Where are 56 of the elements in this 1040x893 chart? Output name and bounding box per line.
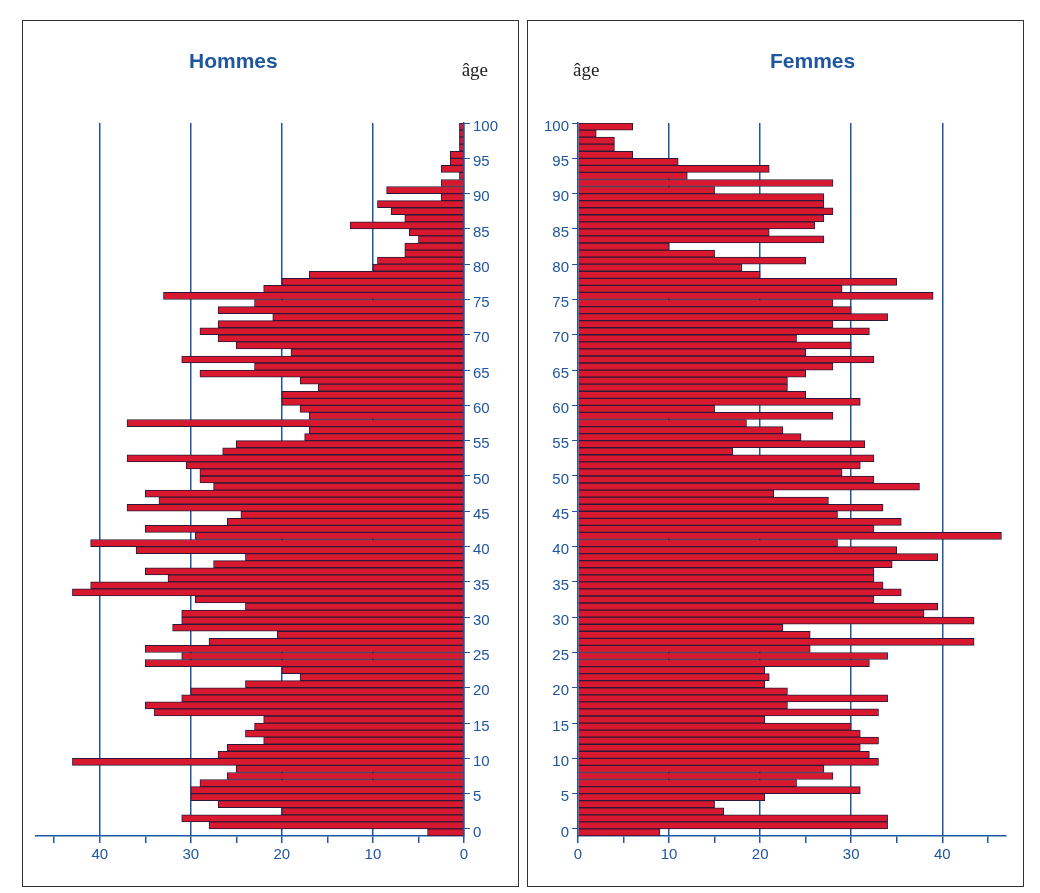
- y-tick-label: 90: [552, 187, 570, 205]
- chart-title: Femmes: [769, 49, 857, 73]
- y-tick-label: 40: [552, 540, 570, 558]
- x-tick-label: 30: [182, 845, 200, 863]
- y-tick-label: 70: [472, 328, 490, 346]
- y-axis-title: âge: [573, 59, 600, 81]
- x-tick-label: 40: [933, 845, 951, 863]
- x-tick-label: 40: [91, 845, 109, 863]
- y-tick-label: 50: [552, 469, 570, 487]
- y-tick-label: 100: [544, 116, 570, 134]
- y-tick-label: 35: [552, 575, 570, 593]
- y-tick-label: 55: [472, 434, 490, 452]
- y-tick-label: 70: [552, 328, 570, 346]
- y-tick-label: 15: [472, 716, 490, 734]
- y-tick-label: 50: [472, 469, 490, 487]
- y-tick-label: 60: [472, 399, 490, 417]
- y-tick-label: 25: [472, 646, 490, 664]
- y-tick-label: 10: [552, 752, 570, 770]
- y-tick-label: 20: [552, 681, 570, 699]
- y-tick-label: 20: [472, 681, 490, 699]
- y-axis-title: âge: [461, 59, 488, 81]
- y-tick-label: 100: [472, 116, 498, 134]
- chart-title: Hommes: [188, 49, 279, 73]
- x-tick-label: 0: [573, 845, 583, 863]
- y-tick-label: 80: [552, 257, 570, 275]
- y-tick-label: 80: [472, 257, 490, 275]
- y-tick-label: 25: [552, 646, 570, 664]
- x-tick-label: 10: [364, 845, 382, 863]
- y-tick-label: 30: [552, 610, 570, 628]
- y-tick-label: 85: [552, 222, 570, 240]
- y-tick-label: 45: [472, 504, 490, 522]
- y-tick-label: 40: [472, 540, 490, 558]
- x-tick-label: 20: [273, 845, 291, 863]
- y-tick-label: 55: [552, 434, 570, 452]
- y-tick-label: 75: [552, 293, 570, 311]
- y-tick-label: 35: [472, 575, 490, 593]
- y-tick-label: 95: [552, 151, 570, 169]
- y-tick-label: 5: [560, 787, 570, 805]
- x-tick-label: 20: [751, 845, 769, 863]
- y-tick-label: 60: [552, 399, 570, 417]
- x-tick-label: 0: [459, 845, 469, 863]
- y-tick-label: 30: [472, 610, 490, 628]
- y-tick-label: 85: [472, 222, 490, 240]
- y-tick-label: 90: [472, 187, 490, 205]
- y-tick-label: 0: [472, 822, 482, 840]
- x-tick-label: 30: [842, 845, 860, 863]
- y-tick-label: 65: [552, 363, 570, 381]
- y-tick-label: 10: [472, 752, 490, 770]
- x-tick-label: 10: [660, 845, 678, 863]
- y-tick-label: 0: [560, 822, 570, 840]
- y-tick-label: 75: [472, 293, 490, 311]
- y-tick-label: 95: [472, 151, 490, 169]
- y-tick-label: 15: [552, 716, 570, 734]
- y-tick-label: 5: [472, 787, 482, 805]
- y-tick-label: 65: [472, 363, 490, 381]
- y-tick-label: 45: [552, 504, 570, 522]
